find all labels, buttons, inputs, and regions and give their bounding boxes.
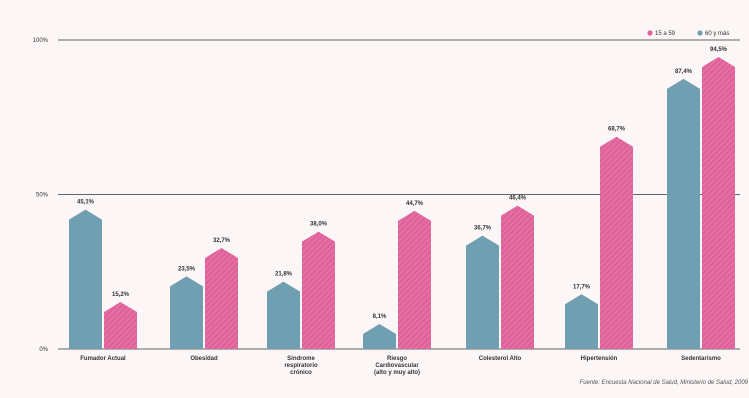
bar-60-y-mas [69, 209, 102, 349]
category-label: Fumador Actual [80, 356, 126, 362]
legend-swatch [697, 30, 703, 36]
data-label-15-a-59: 68,7% [608, 127, 626, 133]
bar-15-a-59 [104, 302, 137, 349]
y-tick-label: 0% [39, 347, 48, 353]
bar-60-y-mas [565, 294, 598, 349]
category-label: Síndrome respiratorio crónico [284, 356, 318, 376]
bar-15-a-59 [205, 247, 238, 349]
bar-15-a-59 [600, 136, 633, 349]
bar-60-y-mas [363, 323, 396, 349]
data-label-60-y-mas: 21,8% [275, 272, 293, 278]
data-label-15-a-59: 15,2% [112, 292, 130, 298]
legend-label: 15 a 59 [655, 31, 676, 37]
data-label-60-y-mas: 45,1% [77, 200, 95, 206]
bar-60-y-mas [466, 235, 499, 349]
bar-60-y-mas [667, 78, 700, 350]
category-label: Obesidad [190, 356, 218, 362]
data-label-15-a-59: 94,5% [710, 47, 728, 53]
bar-15-a-59 [702, 56, 735, 350]
bar-15-a-59 [302, 231, 335, 349]
data-label-15-a-59: 32,7% [213, 238, 231, 244]
data-label-60-y-mas: 8,1% [373, 314, 387, 320]
y-tick-label: 100% [33, 38, 49, 44]
category-label: Sedentarismo [681, 356, 721, 362]
bar-60-y-mas [267, 281, 300, 349]
legend-label: 60 y más [705, 31, 729, 37]
data-label-60-y-mas: 23,5% [178, 266, 196, 272]
data-label-15-a-59: 44,7% [406, 201, 424, 207]
data-label-15-a-59: 38,0% [310, 222, 328, 228]
data-label-60-y-mas: 17,7% [573, 284, 591, 290]
bar-15-a-59 [501, 205, 534, 349]
data-label-60-y-mas: 87,4% [675, 69, 693, 75]
y-tick-label: 50% [36, 193, 49, 199]
legend-swatch [647, 30, 653, 36]
bar-60-y-mas [170, 276, 203, 349]
source-note: Fuente: Encuesta Nacional de Salud, Mini… [580, 380, 749, 386]
category-label: Colesterol Alto [479, 356, 522, 362]
data-label-60-y-mas: 36,7% [474, 226, 492, 232]
category-label: Riesgo Cardiovascular (alto y muy alto) [374, 356, 420, 376]
bar-15-a-59 [398, 210, 431, 349]
data-label-15-a-59: 46,4% [509, 196, 527, 202]
category-label: Hipertensión [581, 356, 618, 362]
